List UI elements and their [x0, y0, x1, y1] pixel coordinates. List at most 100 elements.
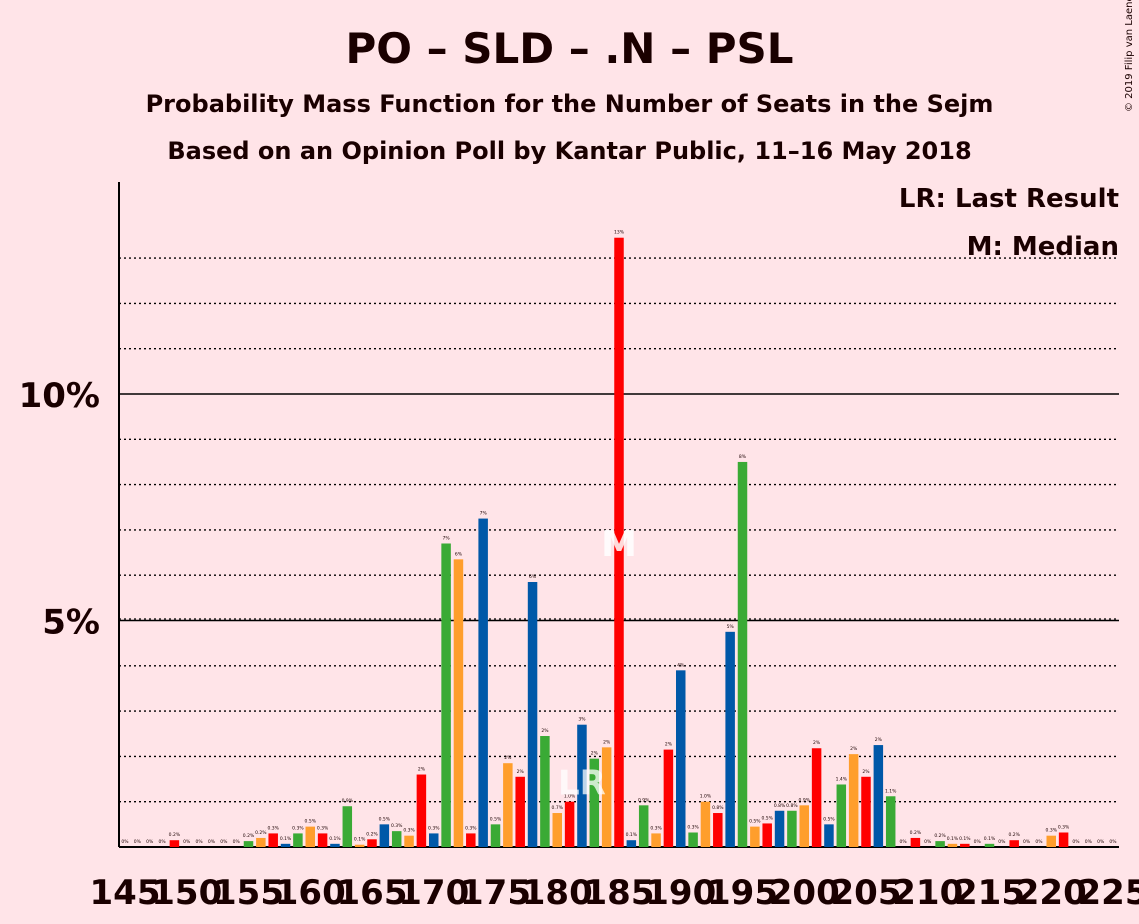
- x-tick-label: 190: [645, 873, 716, 913]
- bar-value-label: 1.1%: [885, 788, 897, 794]
- chart-subtitle-2: Based on an Opinion Poll by Kantar Publi…: [167, 137, 972, 165]
- bar-value-label: 2%: [504, 755, 512, 761]
- bar-seat-201: [811, 748, 822, 847]
- bar-value-label: 1.0%: [564, 794, 576, 800]
- x-tick-label: 180: [522, 873, 593, 913]
- bar-value-label: 0.3%: [292, 825, 304, 831]
- bar-seat-173: [466, 833, 476, 847]
- bar-seat-205: [861, 776, 871, 847]
- bar-seat-183: [589, 758, 600, 847]
- bar-value-label: 0.5%: [490, 816, 502, 822]
- bar-value-label: 0.3%: [403, 828, 415, 834]
- bar-seat-200: [799, 805, 809, 847]
- bar-seat-165: [367, 839, 377, 847]
- bar-seat-155: [243, 841, 254, 847]
- bar-value-label: 6%: [529, 574, 537, 580]
- bar-seat-171: [441, 543, 451, 847]
- bar-value-label: 0.2%: [366, 831, 378, 837]
- bar-seat-217: [1009, 840, 1019, 847]
- x-tick-label: 200: [769, 873, 840, 913]
- bar-seat-196: [750, 826, 760, 847]
- bar-seat-212: [947, 843, 958, 847]
- bar-value-label: 0%: [974, 839, 982, 845]
- bar-seat-213: [960, 843, 970, 847]
- bar-value-label: 5%: [727, 624, 735, 630]
- bar-seat-179: [540, 736, 550, 847]
- x-tick-label: 160: [275, 873, 346, 913]
- bar-seat-188: [651, 833, 661, 847]
- bar-seat-199: [787, 810, 797, 847]
- x-tick-label: 170: [398, 873, 469, 913]
- bar-seat-178: [527, 581, 538, 847]
- bar-seat-169: [416, 774, 427, 847]
- bar-value-label: 0.3%: [465, 825, 477, 831]
- chart-title: PO – SLD – .N – PSL: [345, 24, 794, 73]
- legend-last-result: LR: Last Result: [898, 184, 1119, 214]
- bar-value-label: 0.8%: [774, 803, 786, 809]
- bar-value-label: 0%: [998, 839, 1006, 845]
- bar-value-label: 2%: [875, 737, 883, 743]
- bar-value-label: 0.9%: [638, 797, 650, 803]
- bar-seat-156: [256, 837, 266, 847]
- bar-seat-211: [935, 841, 945, 847]
- bar-value-label: 0.1%: [329, 836, 341, 842]
- x-tick-label: 165: [337, 873, 408, 913]
- bar-value-label: 2%: [591, 751, 599, 757]
- bar-value-label: 2%: [850, 746, 858, 752]
- bar-value-label: 0%: [1097, 839, 1105, 845]
- bar-seat-220: [1046, 835, 1056, 847]
- bar-seat-182: [577, 724, 587, 847]
- bar-value-label: 0.5%: [305, 819, 317, 825]
- bar-seat-215: [984, 843, 995, 847]
- bar-seat-176: [503, 763, 513, 847]
- bar-value-label: 13%: [614, 230, 625, 236]
- bar-seat-177: [515, 776, 525, 847]
- bar-value-label: 8%: [739, 454, 747, 460]
- bar-value-label: 0%: [1109, 839, 1117, 845]
- bar-value-label: 0.5%: [761, 815, 773, 821]
- bar-value-label: 0%: [208, 839, 216, 845]
- bar-value-label: 0.3%: [391, 823, 403, 829]
- bar-seat-158: [280, 843, 291, 847]
- bar-value-label: 7%: [443, 535, 451, 541]
- chart-subtitle-1: Probability Mass Function for the Number…: [145, 90, 994, 118]
- x-tick-label: 210: [892, 873, 963, 913]
- bar-seat-172: [453, 559, 464, 847]
- bar-value-label: 0.3%: [267, 825, 279, 831]
- bar-seat-164: [354, 844, 365, 847]
- bar-seat-161: [317, 833, 328, 847]
- bar-value-label: 0.3%: [1046, 828, 1058, 834]
- bar-seat-181: [564, 801, 575, 847]
- bar-value-label: 0%: [134, 839, 142, 845]
- bar-value-label: 0.9%: [799, 797, 811, 803]
- bar-value-label: 2%: [517, 769, 525, 775]
- bar-value-label: 0.1%: [959, 836, 971, 842]
- legend-median: M: Median: [966, 232, 1119, 262]
- bar-value-label: 2%: [813, 740, 821, 746]
- bar-seat-187: [638, 805, 649, 847]
- bar-value-label: 0%: [1023, 839, 1031, 845]
- bar-value-label: 2%: [541, 728, 549, 734]
- bar-seat-175: [490, 824, 501, 847]
- bar-value-label: 1.4%: [836, 776, 848, 782]
- bar-value-label: 0.3%: [650, 825, 662, 831]
- bar-seat-170: [429, 833, 439, 847]
- bar-value-label: 0.1%: [984, 836, 996, 842]
- bar-value-label: 0%: [158, 839, 166, 845]
- bar-seat-207: [885, 796, 896, 847]
- bar-seat-189: [663, 749, 674, 847]
- bar-value-label: 0%: [924, 839, 932, 845]
- bar-seat-192: [700, 801, 711, 847]
- bar-seat-184: [601, 747, 612, 847]
- bar-value-label: 0%: [121, 839, 129, 845]
- bar-value-label: 0%: [233, 839, 241, 845]
- x-tick-label: 145: [90, 873, 161, 913]
- bar-seat-186: [626, 840, 637, 847]
- bar-value-label: 0.7%: [552, 805, 564, 811]
- bar-value-label: 0%: [183, 839, 191, 845]
- bar-seat-202: [824, 824, 834, 847]
- bar-value-label: 0%: [146, 839, 154, 845]
- bar-value-label: 0.5%: [749, 819, 761, 825]
- bar-value-label: 0.2%: [243, 833, 255, 839]
